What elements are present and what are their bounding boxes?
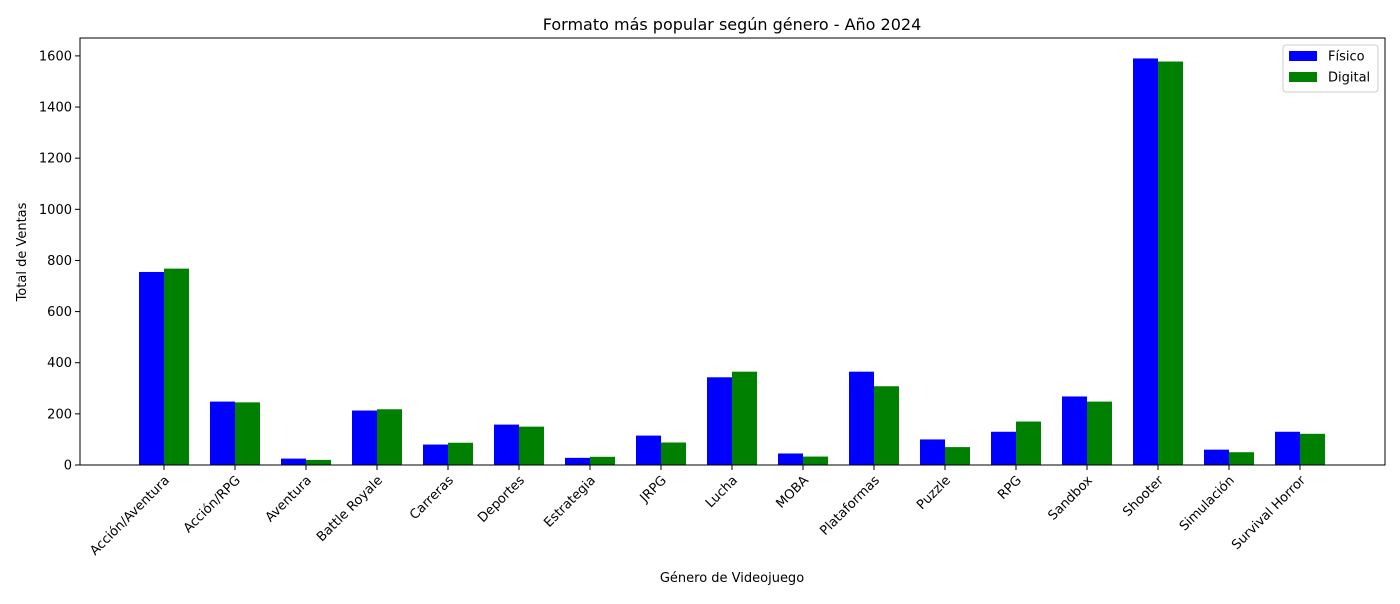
legend: Físico Digital: [1282, 44, 1379, 93]
bar-físico-deportes: [494, 424, 519, 465]
x-tick-label: Estrategia: [541, 473, 599, 531]
chart-title: Formato más popular según género - Año 2…: [543, 15, 922, 34]
bar-digital-estrategia: [590, 456, 615, 465]
bar-digital-moba: [803, 456, 828, 465]
x-tick-label: Deportes: [475, 473, 528, 526]
x-axis-label: Género de Videojuego: [660, 571, 804, 586]
bars-layer: [139, 58, 1325, 466]
y-tick-label: 1400: [39, 101, 72, 116]
y-axis-label: Total de Ventas: [15, 202, 30, 302]
bar-digital-acción-rpg: [235, 402, 260, 465]
x-tick-label: Battle Royale: [314, 473, 386, 545]
x-tick-label: Acción/RPG: [181, 473, 244, 536]
legend-swatch-físico: [1289, 51, 1317, 61]
y-tick-label: 600: [47, 305, 72, 320]
x-tick-label: Plataformas: [817, 473, 883, 539]
x-tick-label: Survival Horror: [1229, 473, 1309, 553]
y-tick-label: 200: [47, 407, 72, 422]
x-tick-label: Puzzle: [914, 473, 954, 513]
legend-swatch-digital: [1289, 72, 1317, 82]
bar-físico-sandbox: [1062, 396, 1087, 465]
y-tick-label: 400: [47, 356, 72, 371]
bar-digital-deportes: [519, 426, 544, 465]
bar-físico-carreras: [423, 444, 448, 465]
bar-físico-simulación: [1204, 449, 1229, 465]
bar-digital-lucha: [732, 371, 757, 465]
bar-digital-rpg: [1016, 421, 1041, 465]
bar-físico-jrpg: [636, 435, 661, 465]
y-tick-label: 0: [64, 459, 72, 474]
bar-físico-acción-aventura: [139, 271, 164, 465]
x-tick-label: Lucha: [703, 473, 741, 511]
bar-digital-carreras: [448, 442, 473, 465]
legend-label-digital: Digital: [1328, 71, 1370, 86]
bar-físico-lucha: [707, 377, 732, 465]
x-tick-label: Aventura: [263, 473, 315, 525]
ticks-layer: 0 200 400 600 800 1000 1200 1400 1600 Acción/Aven…: [39, 49, 1309, 558]
bar-digital-plataformas: [874, 386, 899, 465]
x-tick-label: Sandbox: [1045, 473, 1096, 524]
bar-físico-battle-royale: [352, 410, 377, 465]
bar-físico-estrategia: [565, 457, 590, 465]
x-tick-label: Shooter: [1120, 473, 1167, 520]
bar-digital-acción-aventura: [164, 268, 189, 465]
bar-físico-aventura: [281, 458, 306, 465]
bar-digital-jrpg: [661, 442, 686, 465]
bar-digital-simulación: [1229, 452, 1254, 465]
bar-físico-puzzle: [920, 439, 945, 465]
bar-digital-sandbox: [1087, 401, 1112, 465]
x-tick-label: Acción/Aventura: [87, 473, 172, 558]
bar-físico-acción-rpg: [210, 401, 235, 465]
x-tick-label: Carreras: [407, 473, 457, 523]
y-tick-label: 1200: [39, 152, 72, 167]
y-tick-label: 1600: [39, 49, 72, 64]
legend-label-físico: Físico: [1328, 50, 1365, 65]
x-tick-label: Simulación: [1177, 473, 1238, 534]
bar-físico-survival-horror: [1275, 431, 1300, 465]
bar-físico-plataformas: [849, 371, 874, 465]
bar-digital-puzzle: [945, 447, 970, 465]
bar-físico-shooter: [1133, 58, 1158, 466]
bar-digital-aventura: [306, 459, 331, 465]
x-tick-label: MOBA: [773, 473, 811, 511]
bar-físico-rpg: [991, 431, 1016, 465]
bar-digital-survival-horror: [1300, 433, 1325, 465]
bar-físico-moba: [778, 453, 803, 465]
bar-digital-shooter: [1158, 61, 1183, 466]
y-tick-label: 800: [47, 254, 72, 269]
x-tick-label: RPG: [995, 473, 1025, 503]
y-tick-label: 1000: [39, 203, 72, 218]
bar-digital-battle-royale: [377, 409, 402, 465]
x-tick-label: JRPG: [637, 473, 670, 506]
